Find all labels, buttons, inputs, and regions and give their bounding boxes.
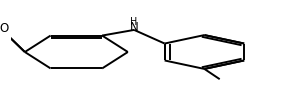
Text: H: H	[130, 17, 138, 27]
Text: N: N	[130, 21, 139, 34]
Text: O: O	[0, 22, 9, 35]
